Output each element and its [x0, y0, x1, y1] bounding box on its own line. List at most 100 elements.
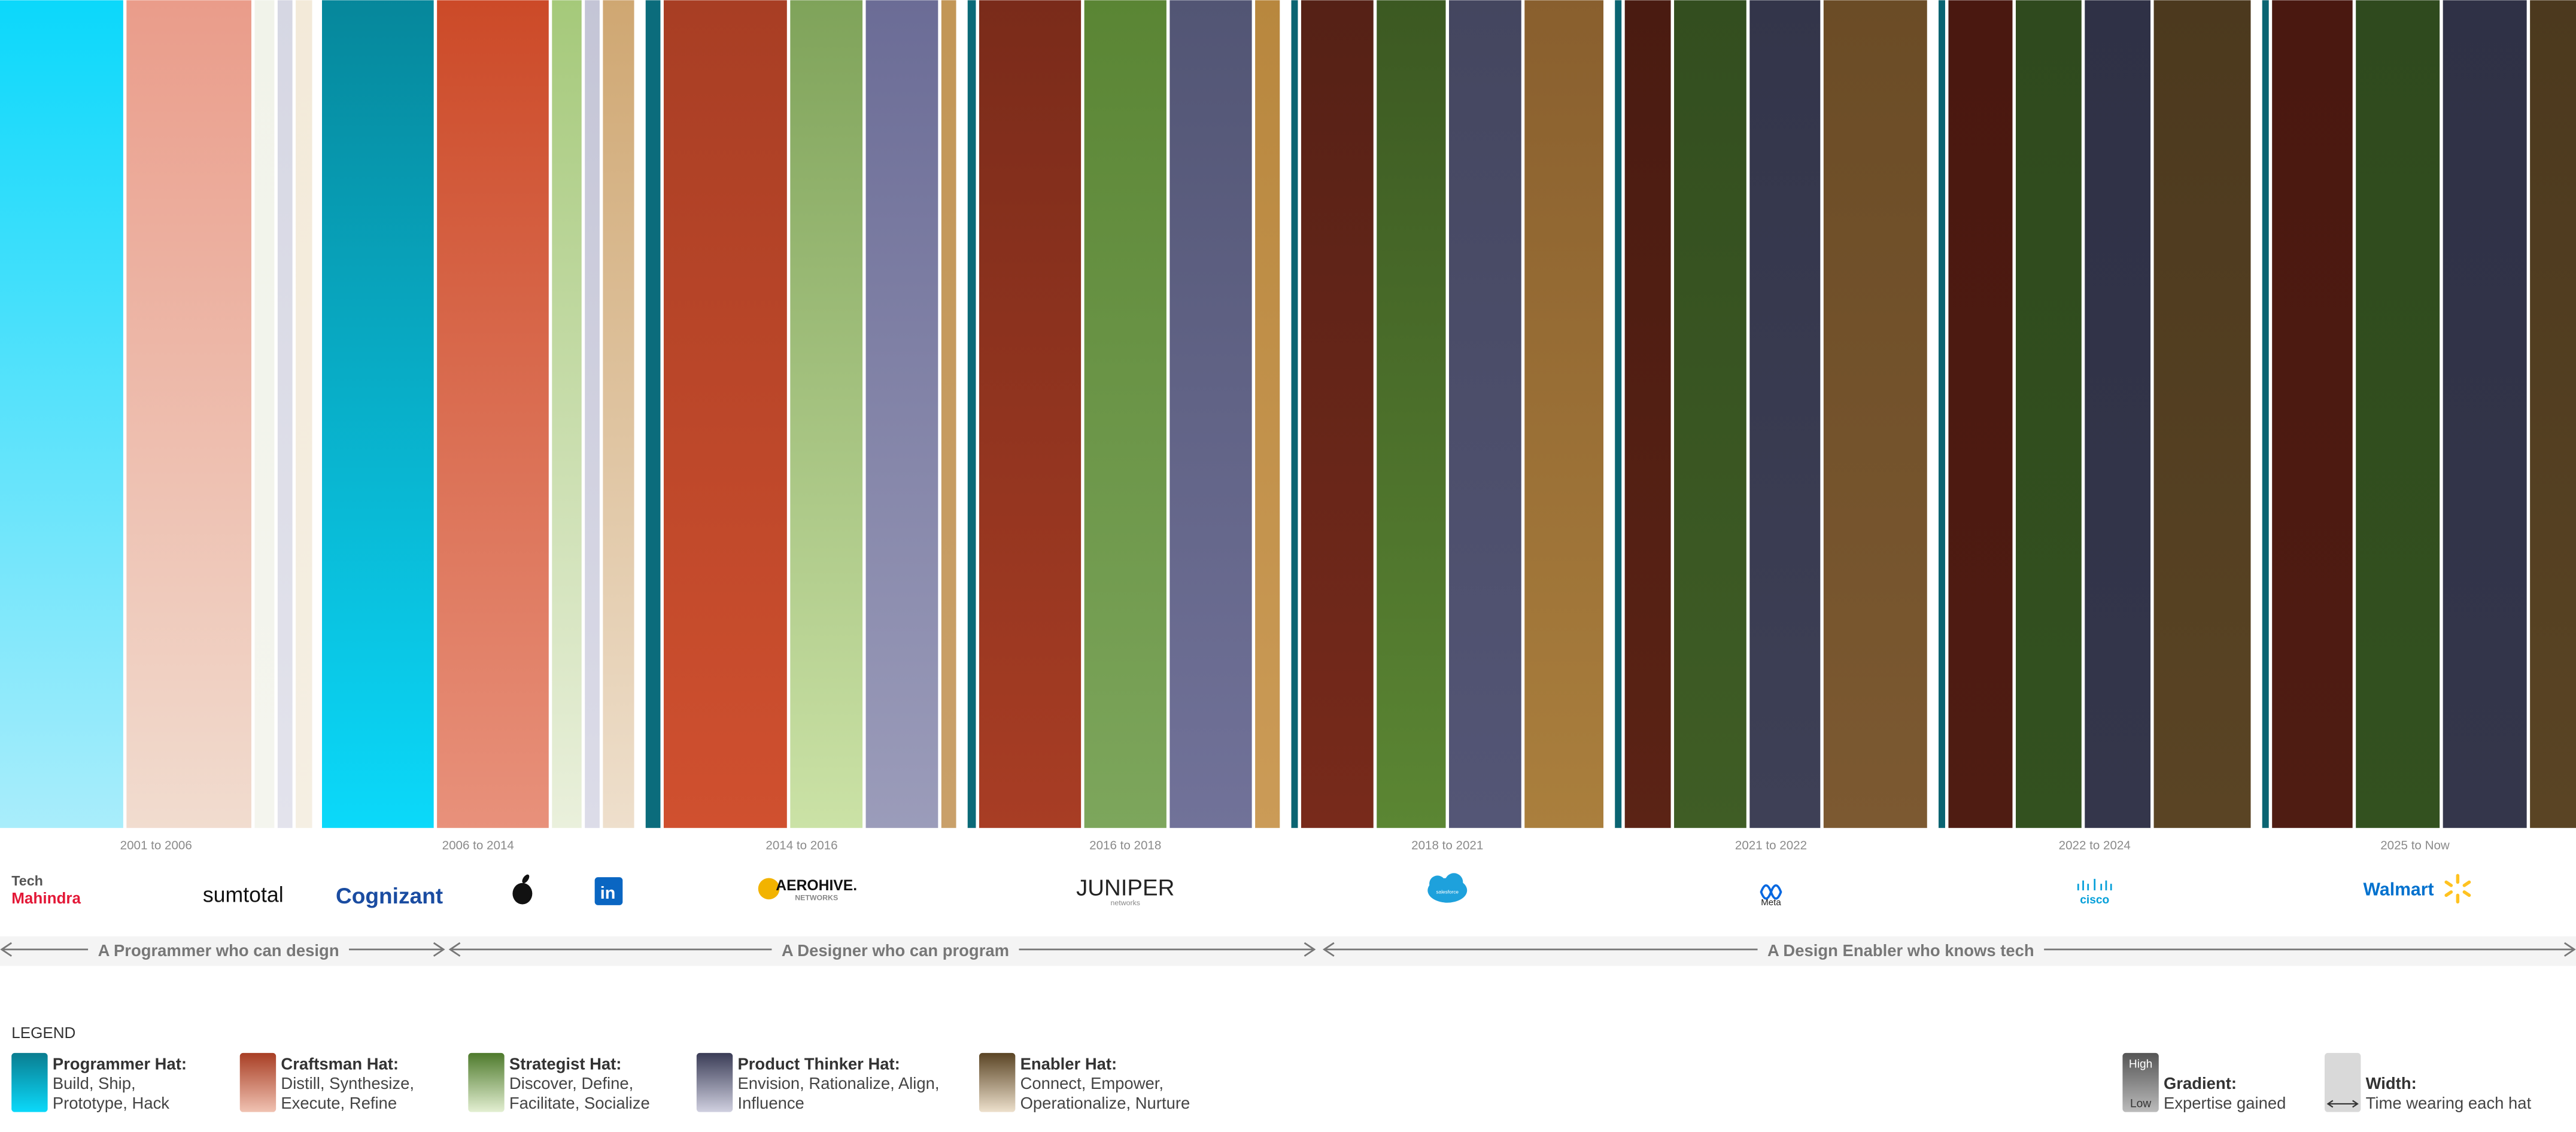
- company-logo-text: Meta: [1761, 897, 1781, 908]
- legend-swatch: [979, 1052, 1016, 1112]
- company-logo-text: networks: [1111, 899, 1140, 907]
- company-logo-text: cisco: [2080, 894, 2109, 906]
- width-name: Width:: [2366, 1074, 2417, 1093]
- hat-bar: [254, 0, 275, 828]
- legend-hat-desc: Facilitate, Socialize: [509, 1094, 650, 1112]
- gradient-name: Gradient:: [2164, 1074, 2237, 1093]
- hat-bar: [967, 0, 976, 828]
- width-arrow: [2326, 1100, 2359, 1108]
- legend-hat-desc: Prototype, Hack: [53, 1094, 169, 1112]
- phase-label-bg: [88, 939, 350, 960]
- hat-bar: [2085, 0, 2151, 828]
- gradient-desc: Expertise gained: [2164, 1094, 2286, 1112]
- hat-bar: [1948, 0, 2013, 828]
- legend-hat-desc: Execute, Refine: [281, 1094, 397, 1112]
- hat-bar: [0, 0, 123, 828]
- company-logo-text: Mahindra: [11, 889, 81, 907]
- company-logo-text: in: [600, 884, 616, 903]
- legend-hat-desc: Discover, Define,: [509, 1074, 633, 1093]
- legend-hat-desc: Connect, Empower,: [1020, 1074, 1164, 1093]
- phase-label-bg: [771, 939, 1019, 960]
- company-logo-text: sumtotal: [203, 883, 284, 906]
- company-logo-text: Cognizant: [336, 883, 443, 908]
- period-label: 2021 to 2022: [1735, 838, 1807, 852]
- legend-swatch: [11, 1052, 48, 1112]
- period-label: 2006 to 2014: [442, 838, 514, 852]
- hat-bar: [585, 0, 600, 828]
- hat-bar: [2262, 0, 2269, 828]
- hat-bar: [126, 0, 251, 828]
- hat-bar: [1674, 0, 1746, 828]
- hat-bar: [322, 0, 434, 828]
- hat-bar: [979, 0, 1082, 828]
- hat-bar: [865, 0, 938, 828]
- period-label: 2014 to 2016: [765, 838, 837, 852]
- hat-bar: [1823, 0, 1927, 828]
- gradient-high: High: [2129, 1058, 2153, 1071]
- hat-bar: [663, 0, 787, 828]
- legend-title: LEGEND: [11, 1024, 75, 1042]
- hat-bar: [1169, 0, 1252, 828]
- legend-hat-name: Craftsman Hat:: [281, 1054, 399, 1073]
- phase-band: [0, 936, 2576, 966]
- hat-bar: [2015, 0, 2082, 828]
- legend-hat-name: Product Thinker Hat:: [737, 1054, 900, 1073]
- gradient-swatch: [2122, 1052, 2159, 1112]
- hat-bar: [437, 0, 549, 828]
- company-logo-text: NETWORKS: [795, 894, 838, 902]
- legend-hat-name: Programmer Hat:: [53, 1054, 187, 1073]
- legend-hat-desc: Envision, Rationalize, Align,: [737, 1074, 939, 1093]
- aerohive-icon: [758, 878, 780, 900]
- company-logo-text: salesforce: [1436, 890, 1459, 895]
- period-label: 2022 to 2024: [2059, 838, 2131, 852]
- linkedin-logo-shape: [594, 877, 623, 905]
- hat-bar: [277, 0, 293, 828]
- hat-bar: [790, 0, 863, 828]
- hat-bar: [552, 0, 582, 828]
- meta-icon: [1760, 884, 1782, 900]
- phase-label: A Design Enabler who knows tech: [1767, 941, 2034, 960]
- walmart-spark: [2444, 874, 2471, 904]
- legend-swatch: [468, 1052, 505, 1112]
- hat-bar: [1615, 0, 1622, 828]
- width-desc: Time wearing each hat: [2366, 1094, 2532, 1112]
- hat-bar: [603, 0, 634, 828]
- legend-hat-desc: Operationalize, Nurture: [1020, 1094, 1190, 1112]
- phase-arrow: [1322, 942, 2576, 957]
- hat-bar: [296, 0, 312, 828]
- phase-arrow: [0, 942, 445, 957]
- period-label: 2001 to 2006: [120, 838, 192, 852]
- gradient-low: Low: [2130, 1097, 2151, 1110]
- company-logo-text: Tech: [11, 873, 43, 888]
- hat-bar: [2272, 0, 2353, 828]
- hat-bar: [1938, 0, 1945, 828]
- hat-bar: [1255, 0, 1280, 828]
- hat-bar: [1301, 0, 1374, 828]
- hat-bar: [1377, 0, 1446, 828]
- cisco-bars: [2077, 878, 2112, 891]
- legend-hat-desc: Influence: [737, 1094, 804, 1112]
- legend-hat-desc: Build, Ship,: [53, 1074, 136, 1093]
- phase-label: A Designer who can program: [782, 941, 1009, 960]
- legend-hat-desc: Distill, Synthesize,: [281, 1074, 414, 1093]
- legend-hat-name: Enabler Hat:: [1020, 1054, 1117, 1073]
- legend-swatch: [696, 1052, 733, 1112]
- hat-bar: [1291, 0, 1298, 828]
- hat-bar: [1624, 0, 1671, 828]
- salesforce-logo-shape: [1427, 873, 1468, 903]
- company-logo-text: JUNIPER: [1076, 875, 1174, 900]
- phase-label: A Programmer who can design: [98, 941, 339, 960]
- hat-bar: [2153, 0, 2251, 828]
- period-label: 2025 to Now: [2380, 838, 2450, 852]
- hat-bar: [2356, 0, 2440, 828]
- company-logo-text: Walmart: [2364, 880, 2434, 899]
- hat-bar: [1749, 0, 1821, 828]
- hat-bar: [941, 0, 956, 828]
- width-swatch: [2325, 1052, 2361, 1112]
- hat-bar: [1524, 0, 1604, 828]
- phase-arrow: [448, 942, 1316, 957]
- phase-label-bg: [1757, 939, 2045, 960]
- period-label: 2018 to 2021: [1411, 838, 1483, 852]
